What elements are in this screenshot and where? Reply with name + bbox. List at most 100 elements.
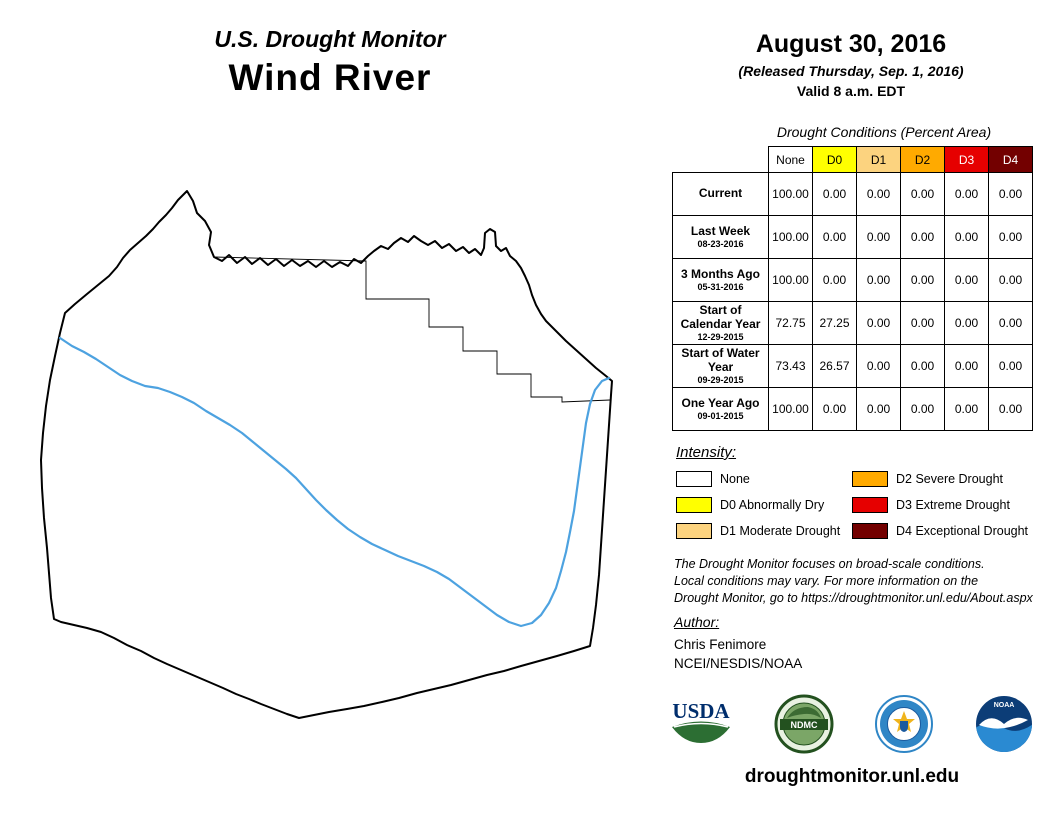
table-cell: 100.00 [768,258,813,302]
table-cell: 26.57 [812,344,857,388]
disclaimer-line: Drought Monitor, go to https://droughtmo… [674,590,1033,605]
table-cell: 0.00 [856,258,901,302]
row-label: Last Week 08-23-2016 [672,215,769,259]
usda-logo: USDA [672,699,730,743]
table-cell: 0.00 [944,215,989,259]
row-label-text: Start of Calendar Year [680,302,761,331]
region-title: Wind River [228,57,432,98]
drought-conditions-table: None D0 D1 D2 D3 D4 Current 100.00 0.00 … [672,146,1033,431]
report-header-left: U.S. Drought Monitor Wind River [60,26,600,99]
table-cell: 0.00 [856,387,901,431]
agency-logos: USDA NDMC NOAA [668,694,1034,754]
table-cell: 0.00 [944,387,989,431]
table-row: Start of Water Year 09-29-2015 73.43 26.… [672,344,1033,388]
table-cell: 0.00 [812,387,857,431]
table-cell: 0.00 [812,215,857,259]
column-header-d0: D0 [812,146,857,173]
row-label: Current [672,172,769,216]
usda-logo-text: USDA [672,699,730,723]
table-cell: 0.00 [900,172,945,216]
wind-river-line [58,336,611,628]
table-cell: 0.00 [988,344,1033,388]
footer-url: droughtmonitor.unl.edu [744,766,960,787]
usda-field-shape [672,721,730,743]
d1-swatch [676,522,712,539]
table-cell: 0.00 [856,172,901,216]
table-row: Last Week 08-23-2016 100.00 0.00 0.00 0.… [672,215,1033,259]
row-label-text: Current [698,185,743,200]
row-label-date: 12-29-2015 [697,332,744,343]
disclaimer-line: Local conditions may vary. For more info… [674,573,979,588]
table-cell: 0.00 [944,301,989,345]
noaa-logo-text: NOAA [994,702,1015,709]
author-heading: Author: [674,614,720,630]
monitor-title: U.S. Drought Monitor [214,26,446,52]
table-cell: 0.00 [900,258,945,302]
legend-item-d2: D2 Severe Drought [852,470,1028,487]
reservation-boundary-outline [40,190,613,719]
legend-label: D0 Abnormally Dry [720,497,825,512]
row-label-text: One Year Ago [681,395,760,410]
ndmc-logo-text: NDMC [791,720,818,730]
legend-item-d0: D0 Abnormally Dry [676,496,840,513]
table-row: Current 100.00 0.00 0.00 0.00 0.00 0.00 [672,172,1033,216]
noaa-bird-shape [979,717,1028,729]
table-cell: 100.00 [768,387,813,431]
table-cell: 0.00 [944,172,989,216]
row-label: Start of Water Year 09-29-2015 [672,344,769,388]
table-cell: 0.00 [856,301,901,345]
row-label-date: 09-29-2015 [697,375,744,386]
author-name: Chris Fenimore [674,637,767,652]
row-label: One Year Ago 09-01-2015 [672,387,769,431]
table-cell: 0.00 [988,301,1033,345]
table-title: Drought Conditions (Percent Area) [776,124,992,140]
table-cell: 100.00 [768,172,813,216]
legend-column-left: None D0 Abnormally Dry D1 Moderate Droug… [676,470,840,548]
table-header-row: None D0 D1 D2 D3 D4 [672,146,1033,173]
table-cell: 27.25 [812,301,857,345]
row-label-text: 3 Months Ago [681,266,760,281]
table-cell: 0.00 [856,215,901,259]
column-header-none: None [768,146,813,173]
d3-swatch [852,496,888,513]
commerce-seal-logo [875,695,933,753]
table-cell: 72.75 [768,301,813,345]
disclaimer-text: The Drought Monitor focuses on broad-sca… [674,556,1054,607]
report-date-block: August 30, 2016 (Released Thursday, Sep.… [670,30,1032,99]
legend-label: D3 Extreme Drought [896,497,1010,512]
table-cell: 100.00 [768,215,813,259]
none-swatch [676,470,712,487]
column-header-d3: D3 [944,146,989,173]
ndmc-landmass [787,707,821,718]
row-label-date: 05-31-2016 [697,282,744,293]
column-header-d2: D2 [900,146,945,173]
table-cell: 0.00 [856,344,901,388]
noaa-logo: NOAA [976,696,1032,752]
row-label: 3 Months Ago 05-31-2016 [672,258,769,302]
county-boundary-line [213,256,611,403]
legend-label: None [720,471,750,486]
legend-item-d3: D3 Extreme Drought [852,496,1028,513]
legend-column-right: D2 Severe Drought D3 Extreme Drought D4 … [852,470,1028,548]
table-row: 3 Months Ago 05-31-2016 100.00 0.00 0.00… [672,258,1033,302]
legend-title: Intensity: [676,444,737,461]
table-row: Start of Calendar Year 12-29-2015 72.75 … [672,301,1033,345]
d4-swatch [852,522,888,539]
usda-swoosh [673,722,729,728]
table-cell: 0.00 [900,387,945,431]
legend-item-d4: D4 Exceptional Drought [852,522,1028,539]
ndmc-logo: NDMC [774,694,834,754]
legend-label: D2 Severe Drought [896,471,1004,486]
row-label: Start of Calendar Year 12-29-2015 [672,301,769,345]
table-cell: 0.00 [812,258,857,302]
table-cell: 0.00 [900,301,945,345]
legend-item-none: None [676,470,840,487]
table-corner-cell [672,146,769,173]
d2-swatch [852,470,888,487]
row-label-text: Start of Water Year [681,345,760,374]
wind-river-map [40,190,613,719]
table-cell: 0.00 [988,172,1033,216]
table-cell: 0.00 [988,215,1033,259]
legend-label: D4 Exceptional Drought [896,523,1029,538]
